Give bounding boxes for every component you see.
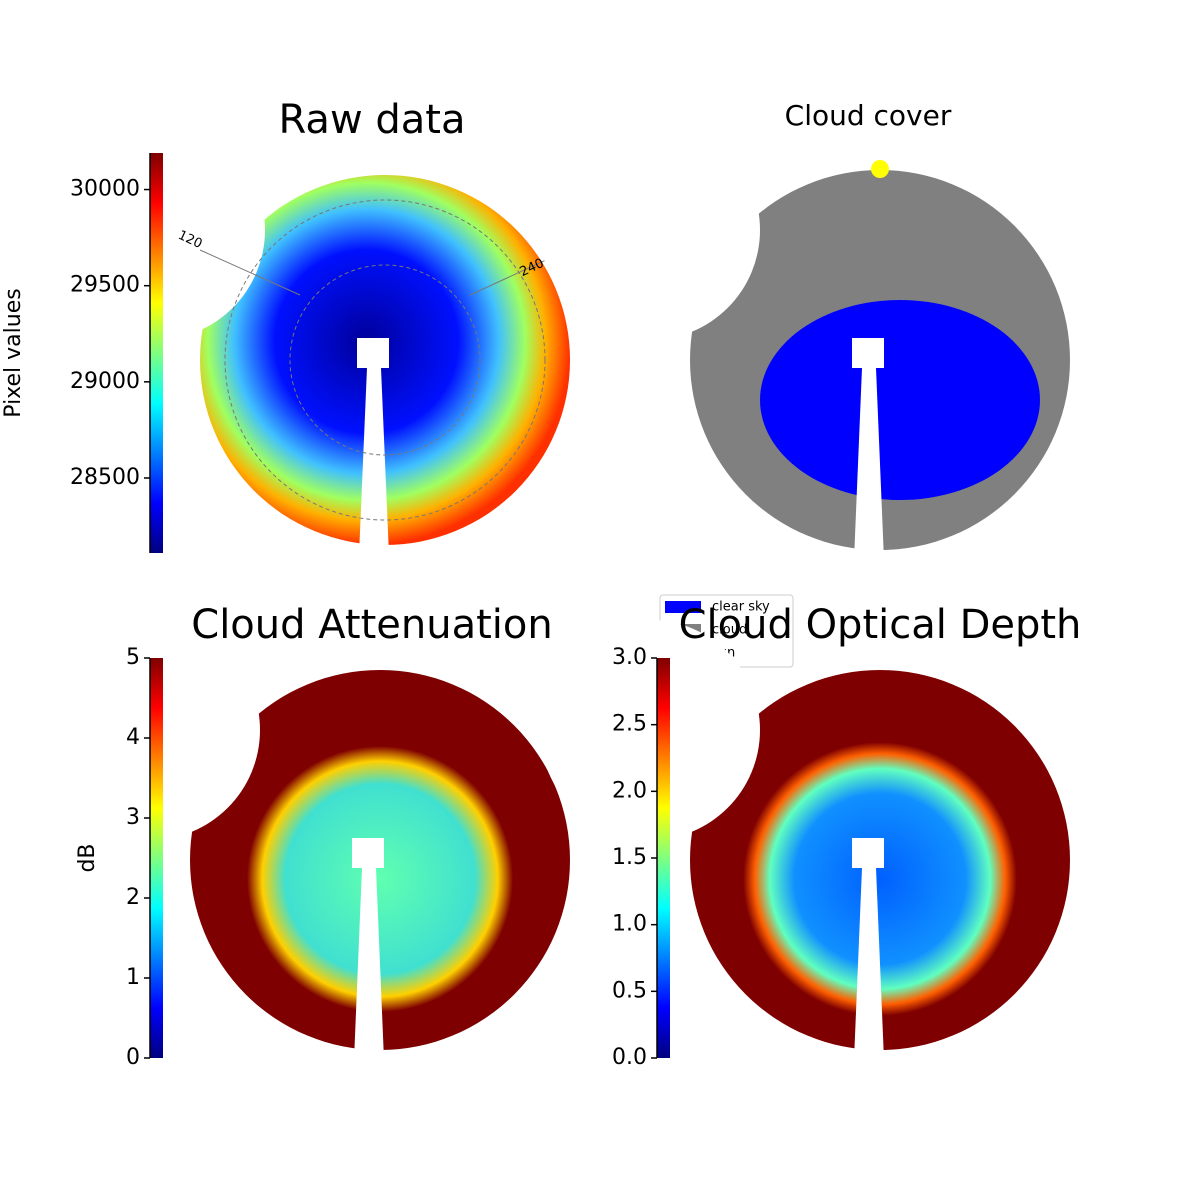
sun-marker <box>871 160 889 178</box>
colorbar-label: Pixel values <box>1 288 26 417</box>
polar-ring <box>224 199 546 521</box>
colorbar <box>150 658 163 1058</box>
colorbar-tick-label: 1.0 <box>612 912 647 937</box>
legend-label: clear sky <box>712 600 770 615</box>
colorbar-tick-label: 2.5 <box>612 712 647 737</box>
colorbar <box>150 153 163 553</box>
colorbar-tick-label: 29500 <box>70 273 140 298</box>
polar-axis <box>199 249 301 296</box>
mask-block <box>352 838 384 868</box>
colorbar-tick-label: 28500 <box>70 465 140 490</box>
mask-block <box>357 338 389 368</box>
colorbar-tick-label: 5 <box>126 645 140 670</box>
mask-block <box>852 838 884 868</box>
mask-arm <box>354 868 384 1060</box>
polar-ring <box>289 264 481 456</box>
colorbar-tick-label: 30000 <box>70 177 140 202</box>
sky-image <box>540 120 1070 560</box>
colorbar-label: dB <box>75 843 100 872</box>
legend-swatch <box>665 601 701 613</box>
image-notch <box>540 620 760 840</box>
panel-title: Cloud cover <box>785 99 952 132</box>
colorbar-tick-label: 2 <box>126 885 140 910</box>
clear-sky-region <box>760 300 1040 500</box>
colorbar-tick-label: 2.0 <box>612 778 647 803</box>
colorbar <box>657 658 670 1058</box>
colorbar-tick-label: 3 <box>126 805 140 830</box>
colorbar-tick-label: 3.0 <box>612 645 647 670</box>
sky-image <box>540 620 1070 1060</box>
panel-title: Raw data <box>279 97 466 143</box>
colorbar-tick-label: 29000 <box>70 369 140 394</box>
legend-label: cloud <box>712 623 747 638</box>
image-notch <box>540 120 760 340</box>
colorbar-tick-label: 1 <box>126 965 140 990</box>
panel-title: Cloud Optical Depth <box>679 602 1082 648</box>
mask-arm <box>854 368 884 560</box>
colorbar-tick-label: 0 <box>126 1045 140 1070</box>
sky-image <box>40 620 570 1060</box>
colorbar-tick-label: 1.5 <box>612 845 647 870</box>
colorbar-tick-label: 0.0 <box>612 1045 647 1070</box>
mask-arm <box>359 368 389 555</box>
mask-block <box>852 338 884 368</box>
panel-title: Cloud Attenuation <box>191 602 552 648</box>
colorbar-tick-label: 4 <box>126 725 140 750</box>
colorbar-tick-label: 0.5 <box>612 978 647 1003</box>
mask-arm <box>854 868 884 1060</box>
